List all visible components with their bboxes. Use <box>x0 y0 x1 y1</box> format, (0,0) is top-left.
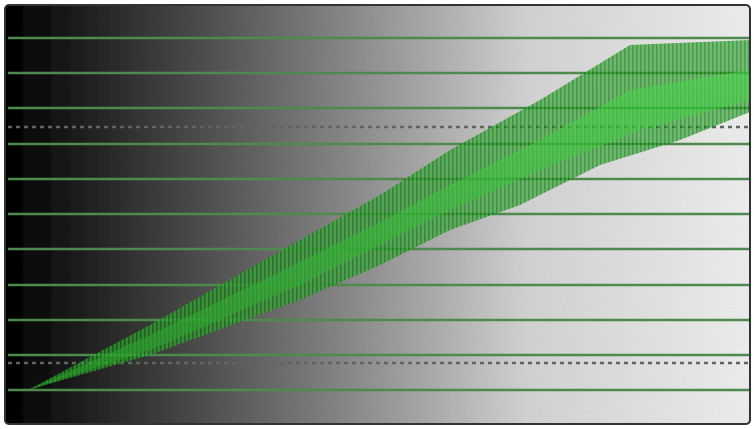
waveform-core <box>28 70 750 390</box>
scope-frame <box>4 4 751 425</box>
waveform-trace <box>28 40 750 390</box>
